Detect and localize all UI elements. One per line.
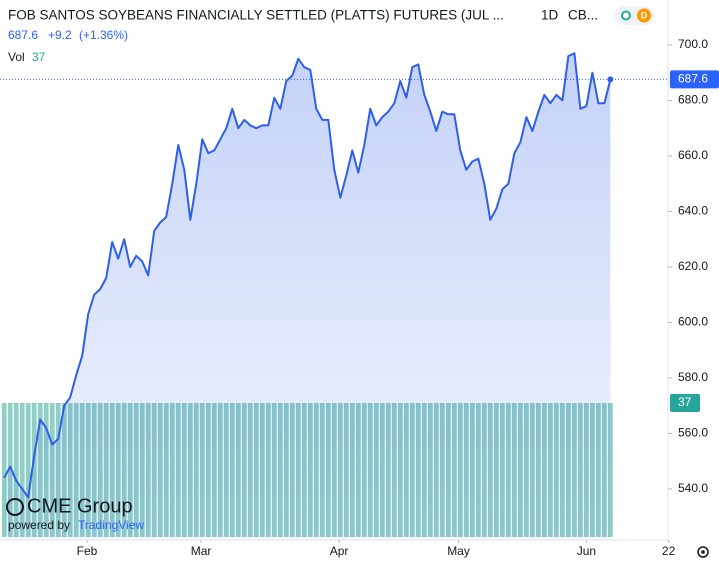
price-area [4, 53, 611, 541]
volume-bar [13, 403, 19, 537]
status-icon [637, 8, 651, 23]
x-tick-label: Mar [191, 544, 212, 558]
volume-value: 37 [32, 50, 46, 64]
x-tick-label: 22 [662, 544, 676, 558]
y-tick-label: 540.0 [678, 481, 708, 495]
chart-title: FOB SANTOS SOYBEANS FINANCIALLY SETTLED … [8, 8, 504, 23]
y-tick-label: 640.0 [678, 204, 708, 218]
powered-brand: TradingView [78, 518, 144, 532]
last-point [607, 76, 614, 83]
change: +9.2 [48, 28, 72, 42]
x-tick-label: Apr [330, 544, 349, 558]
x-tick-label: Feb [77, 544, 98, 558]
interval[interactable]: 1D [541, 8, 559, 23]
logo: CME Group [27, 495, 133, 517]
logo-globe [6, 498, 24, 516]
y-tick-label: 560.0 [678, 426, 708, 440]
x-tick-label: May [447, 544, 470, 558]
y-tick-label: 620.0 [678, 259, 708, 273]
x-tick-label: Jun [577, 544, 596, 558]
y-tick-label: 680.0 [678, 93, 708, 107]
volume-label-box [670, 394, 700, 412]
exchange: CB... [568, 8, 598, 23]
last-price: 687.6 [8, 28, 38, 42]
plot-area [0, 52, 668, 541]
volume-bar [19, 403, 25, 537]
price-line [3, 52, 612, 499]
volume-label: 37 [678, 395, 692, 409]
powered-by: powered by [8, 518, 70, 532]
volume-bar [1, 403, 7, 537]
price-label-box [670, 70, 719, 89]
volume-bar [25, 403, 31, 537]
settings-icon[interactable] [697, 546, 709, 558]
status-letter: D [641, 10, 648, 20]
volume-legend: Vol [8, 50, 25, 64]
change-percent: (+1.36%) [79, 28, 128, 42]
y-tick-label: 580.0 [678, 370, 708, 384]
y-tick-label: 600.0 [678, 315, 708, 329]
y-tick-label: 660.0 [678, 148, 708, 162]
y-tick-label: 700.0 [678, 37, 708, 51]
price-label: 687.6 [678, 72, 708, 86]
status-dot [621, 10, 631, 21]
